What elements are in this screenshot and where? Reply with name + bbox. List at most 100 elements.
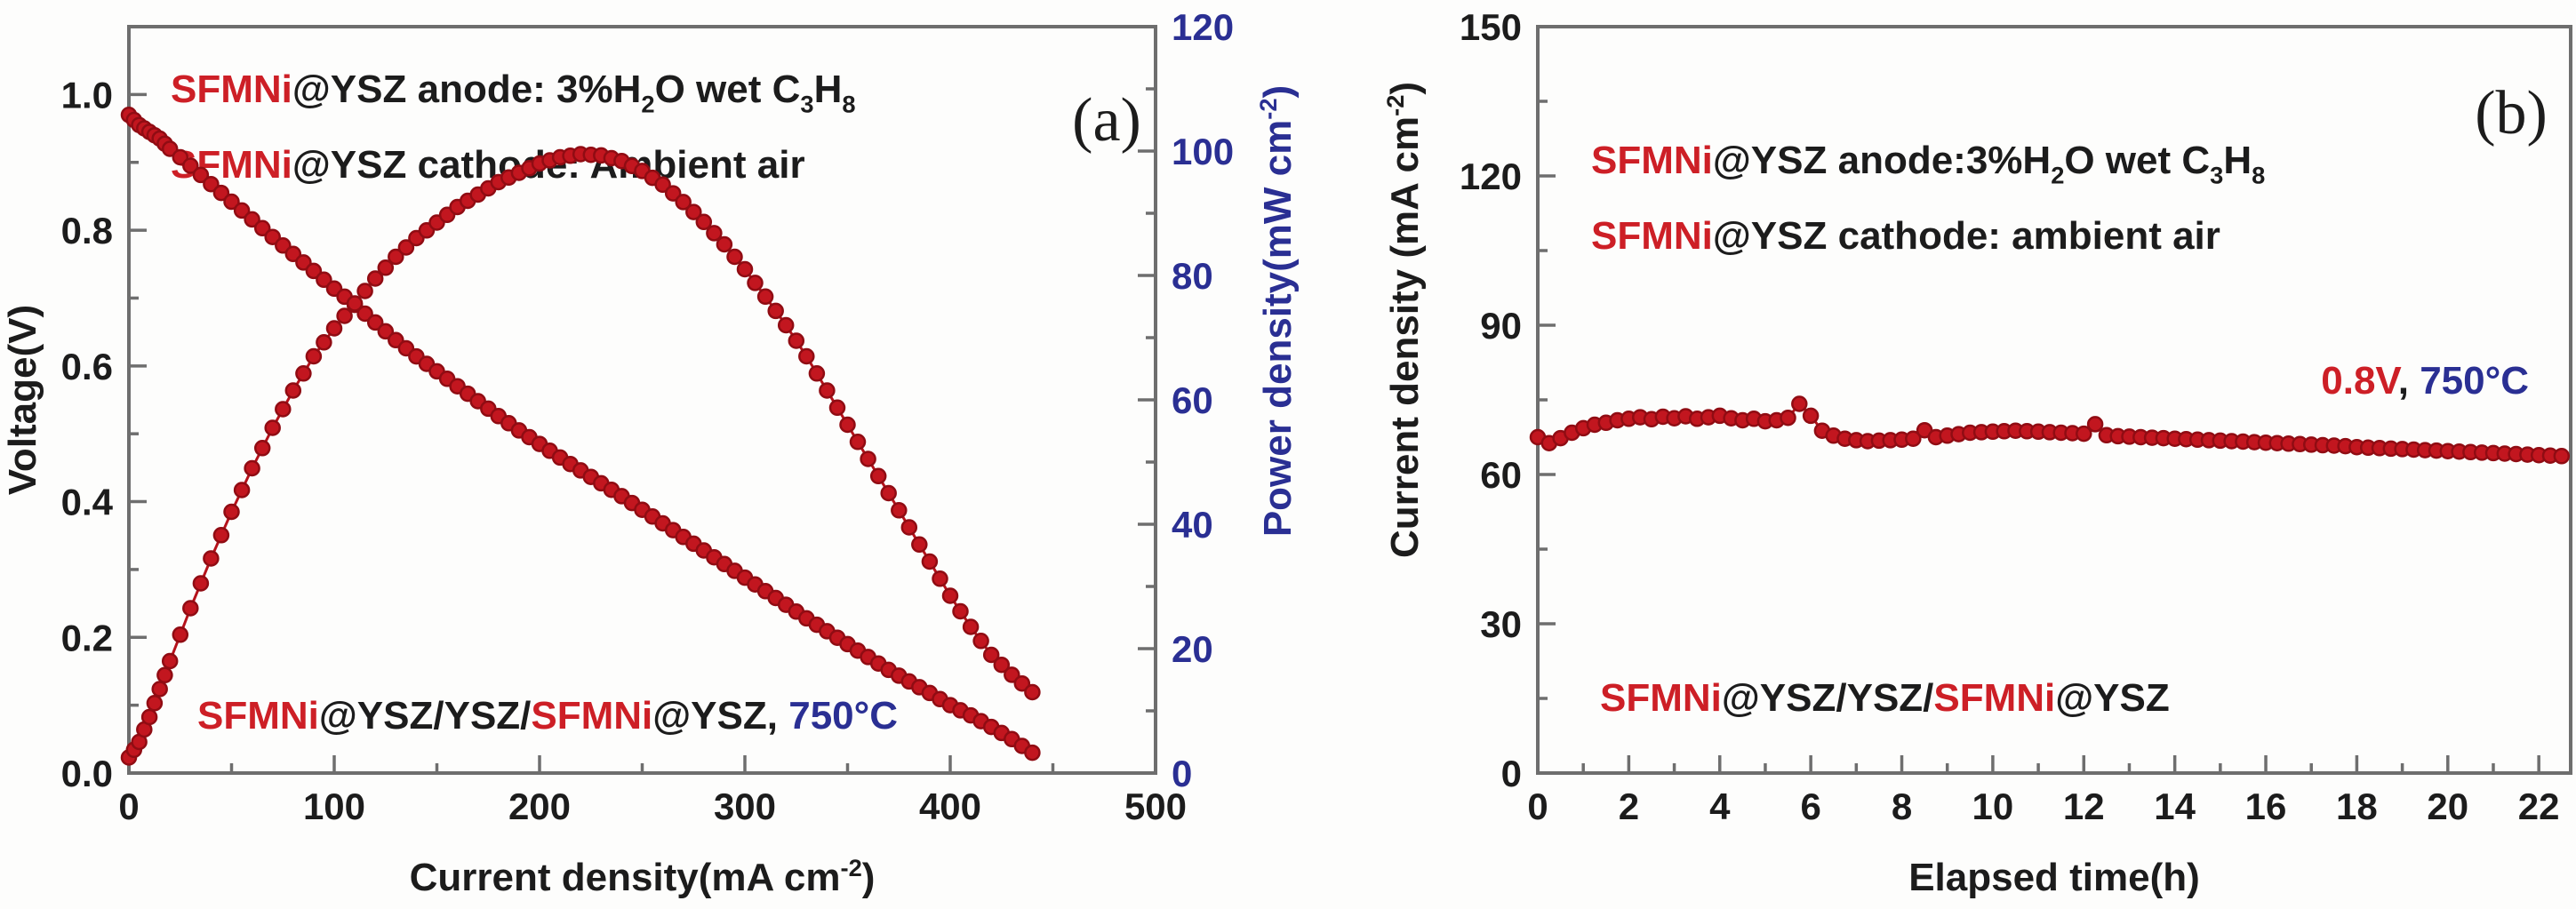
power_density-data-point — [325, 320, 343, 337]
text-segment: 2 — [641, 90, 654, 117]
power_density-data-point — [982, 646, 1000, 664]
power_density-data-point — [295, 365, 312, 382]
power_density-data-point — [828, 399, 846, 417]
voltage-data-point — [275, 237, 292, 254]
chart-a-right-axis-title: Power density(mW cm-2) — [1254, 85, 1300, 537]
power_density-data-point — [264, 419, 281, 436]
text-segment: Current density(mA cm — [410, 856, 841, 899]
voltage-data-point — [203, 175, 220, 193]
text-segment: , — [2398, 359, 2420, 403]
current_density-data-point — [2086, 416, 2104, 433]
voltage-data-point — [356, 305, 373, 323]
power_density-data-point — [952, 602, 969, 620]
current_density-data-point — [2553, 448, 2571, 465]
voltage-data-point — [161, 140, 179, 157]
power_density-data-point — [736, 260, 754, 278]
text-segment: @YSZ/YSZ/ — [1722, 676, 1934, 720]
power_density-data-point — [182, 600, 199, 617]
power_density-data-point — [161, 652, 179, 670]
power_density-data-point — [664, 185, 682, 202]
chart-a-x-tick-label: 300 — [714, 785, 776, 827]
text-segment: Elapsed time(h) — [1908, 856, 2200, 899]
current_density-data-point — [1905, 430, 1922, 447]
chart-b: 0 2 4 6 8 10 12 14 16 18 20 22 0 30 60 90 120 150 Elapsed … — [1381, 6, 2572, 899]
chart-a-x-tick-label: 500 — [1124, 785, 1187, 827]
power_density-data-point — [305, 347, 323, 365]
power_density-data-point — [377, 259, 395, 276]
text-segment: Current density (mA cm — [1383, 116, 1427, 558]
chart-b-annotation-top2: SFMNi@YSZ cathode: ambient air — [1591, 214, 2220, 258]
power_density-data-point — [756, 288, 774, 306]
text-segment: -2 — [1254, 98, 1282, 119]
text-segment: 0.8V — [2321, 359, 2402, 403]
power_density-data-point — [849, 434, 867, 451]
text-segment: -2 — [841, 854, 862, 881]
text-segment: SFMNi — [1591, 214, 1713, 258]
power_density-data-point — [233, 482, 251, 498]
power_density-data-point — [192, 575, 210, 592]
power_density-data-point — [798, 347, 815, 365]
current_density-data-point — [1780, 409, 1796, 427]
voltage-data-point — [253, 219, 271, 237]
voltage-data-point — [192, 166, 210, 184]
power_density-data-point — [397, 239, 415, 256]
power_density-data-point — [284, 382, 302, 399]
power_density-data-point — [336, 307, 353, 324]
power_density-data-point — [706, 225, 723, 242]
chart-b-x-tick-label: 16 — [2245, 785, 2287, 827]
power_density-data-point — [356, 283, 373, 299]
chart-b-yleft-tick-label: 30 — [1480, 603, 1522, 645]
chart-b-x-tick-label: 14 — [2154, 785, 2196, 827]
power_density-data-point — [860, 451, 876, 467]
chart-a-yleft-tick-label: 0.6 — [61, 346, 113, 387]
text-segment: @YSZ anode:3%H — [1713, 139, 2051, 182]
chart-a-x-tick-label: 400 — [919, 785, 981, 827]
voltage-data-point — [305, 262, 323, 280]
text-segment: SFMNi — [171, 68, 292, 111]
panel-label-b: (b) — [2475, 79, 2548, 148]
voltage-data-point — [212, 184, 230, 202]
text-segment: Voltage(V) — [1, 305, 44, 495]
text-segment: SFMNi — [1591, 139, 1713, 182]
text-segment: SFMNi — [197, 694, 319, 738]
power_density-data-point — [962, 618, 980, 635]
power_density-data-point — [993, 656, 1011, 674]
text-segment: ) — [862, 856, 876, 899]
power_density-data-point — [726, 248, 743, 266]
power_density-series — [120, 146, 1041, 766]
power_density-data-point — [777, 316, 795, 334]
power_density-data-point — [212, 527, 230, 544]
power_density-data-point — [366, 270, 384, 287]
text-segment: ) — [1383, 82, 1427, 95]
power_density-data-point — [900, 519, 918, 536]
power_density-data-point — [869, 467, 887, 485]
text-segment: -2 — [1381, 95, 1409, 116]
text-segment: @YSZ anode: 3%H — [292, 68, 642, 111]
voltage-data-point — [182, 157, 199, 174]
chart-a-yleft-tick-label: 0.0 — [61, 753, 113, 794]
text-segment: @YSZ, — [652, 694, 788, 738]
chart-a: 0 100 200 300 400 500 0.0 0.2 0.4 0.6 0.8 1.0 0 20 40 6… — [1, 6, 1300, 899]
power_density-data-point — [972, 633, 989, 650]
power_density-data-point — [654, 176, 671, 194]
current_density-data-point — [1791, 395, 1808, 412]
power_density-data-point — [223, 503, 240, 521]
chart-b-yleft-tick-label: 150 — [1460, 6, 1522, 48]
power_density-data-point — [911, 536, 928, 554]
power_density-data-point — [140, 708, 158, 726]
chart-b-x-tick-label: 0 — [1527, 785, 1548, 827]
power_density-data-point — [932, 570, 948, 587]
voltage-data-point — [377, 323, 395, 340]
current_density-data-point — [2076, 425, 2092, 443]
text-segment: O wet C — [2064, 139, 2210, 182]
power_density-data-point — [172, 626, 189, 643]
voltage-data-point — [244, 211, 260, 228]
chart-b-yleft-tick-label: 120 — [1460, 155, 1522, 197]
power_density-data-point — [156, 666, 173, 684]
power_density-data-point — [685, 203, 702, 220]
chart-a-annotation-top1: SFMNi@YSZ anode: 3%H2O wet C3H8 — [171, 68, 856, 117]
chart-a-x-axis-title: Current density(mA cm-2) — [410, 854, 876, 899]
chart-a-yright-tick-label: 80 — [1172, 255, 1213, 297]
text-segment: ) — [1256, 85, 1300, 99]
